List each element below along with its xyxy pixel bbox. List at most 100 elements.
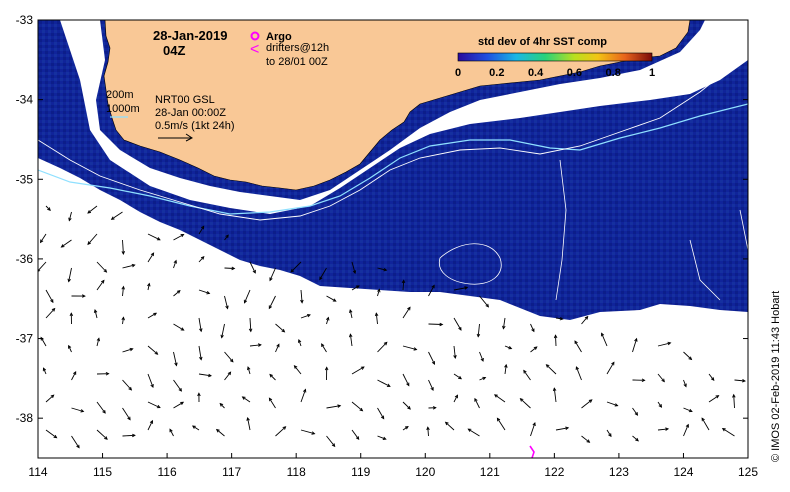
current-vector-head (584, 315, 589, 320)
current-vector (428, 379, 434, 391)
current-vector-head (178, 388, 182, 392)
current-vector-head (132, 433, 136, 438)
current-vector-head (337, 404, 342, 408)
current-vector-head (269, 373, 273, 378)
current-vector-head (121, 285, 125, 290)
current-vector (546, 364, 557, 375)
current-vector-head (386, 383, 391, 387)
current-vector (708, 373, 715, 381)
colorbar-title: std dev of 4hr SST comp (478, 36, 607, 48)
current-vector-head (229, 358, 234, 363)
current-vector-head (154, 351, 159, 355)
current-vector-head (80, 409, 85, 413)
current-vector-head (50, 299, 54, 304)
axis-ticks: 114 115 116 117 118 119 120 121 122 123 124 125 -33 -… (16, 13, 759, 479)
current-vector (111, 211, 123, 220)
current-vector (504, 345, 512, 350)
current-vector (520, 398, 531, 409)
current-vector (479, 295, 489, 308)
current-vector-head (200, 255, 205, 260)
current-vector-head (553, 334, 558, 339)
current-vector (326, 405, 341, 409)
current-vector-head (380, 415, 385, 420)
current-vector-head (458, 375, 463, 380)
current-vector (269, 374, 276, 381)
current-vector (173, 290, 181, 297)
current-vector-head (51, 307, 56, 312)
current-vector (504, 364, 507, 375)
current-vector-head (206, 290, 211, 295)
current-vector-head (81, 294, 86, 298)
y-tick-label: -38 (16, 411, 34, 425)
current-vector-head (200, 225, 205, 230)
current-vector (402, 280, 405, 291)
current-vector (349, 309, 353, 319)
current-vector-head (127, 416, 131, 421)
current-vector-head (641, 378, 646, 383)
current-vector-head (685, 423, 689, 428)
current-vector (428, 323, 443, 325)
current-vector-head (215, 428, 220, 433)
current-vector-head (268, 305, 272, 310)
current-vector (581, 435, 590, 443)
current-vector (122, 434, 135, 437)
current-vector (68, 211, 72, 221)
isobath-200-label: 200m (106, 89, 134, 101)
current-vector (453, 373, 462, 380)
gsl-line2: 28-Jan 00:00Z (155, 107, 226, 119)
current-vector (192, 425, 200, 431)
current-vector-head (180, 327, 185, 331)
current-vector-head (311, 431, 316, 435)
current-vector-head (355, 285, 360, 289)
current-vector (96, 261, 107, 273)
current-vector-head (504, 363, 508, 368)
current-vector (198, 345, 202, 360)
current-vector (657, 401, 662, 408)
current-vector (606, 401, 618, 407)
current-vector (147, 420, 153, 431)
current-vector (683, 424, 689, 437)
current-vector-head (688, 408, 693, 413)
current-vector-head (191, 425, 196, 429)
current-vector-head (290, 268, 295, 273)
current-vector (683, 379, 687, 387)
current-vector (173, 379, 182, 392)
current-vector-head (531, 328, 535, 333)
current-vector (479, 351, 484, 362)
current-vector-head (732, 393, 736, 398)
current-vector-head (247, 366, 251, 371)
current-vector (244, 289, 251, 303)
current-vector (523, 370, 531, 381)
current-vector (477, 323, 480, 337)
current-vector (326, 317, 329, 325)
current-vector (402, 345, 417, 351)
current-vector (122, 379, 132, 391)
current-vector (122, 317, 124, 325)
current-vector (68, 345, 72, 353)
current-vector (701, 417, 710, 431)
current-vector (575, 366, 582, 381)
current-vector (349, 334, 353, 347)
argo-label: Argo (266, 31, 292, 43)
current-vector (530, 422, 536, 437)
current-vector-head (715, 395, 720, 399)
current-vector-head (352, 270, 357, 275)
current-vector-head (67, 278, 71, 283)
current-vector (169, 429, 174, 437)
current-vector-head (431, 361, 435, 366)
current-vector (453, 394, 458, 403)
current-vector (87, 233, 98, 245)
current-vector-head (176, 289, 181, 294)
current-vector-head (444, 421, 449, 426)
current-vector-head (474, 397, 478, 402)
current-vector (300, 429, 315, 435)
current-vector-head (129, 347, 134, 352)
current-vector-head (508, 346, 513, 350)
current-vector (198, 256, 205, 263)
current-vector (497, 418, 506, 431)
current-vector (683, 407, 693, 412)
current-vector-head (476, 333, 481, 338)
current-vector (722, 428, 735, 437)
current-vector-head (38, 268, 41, 272)
current-vector-head (401, 279, 406, 284)
